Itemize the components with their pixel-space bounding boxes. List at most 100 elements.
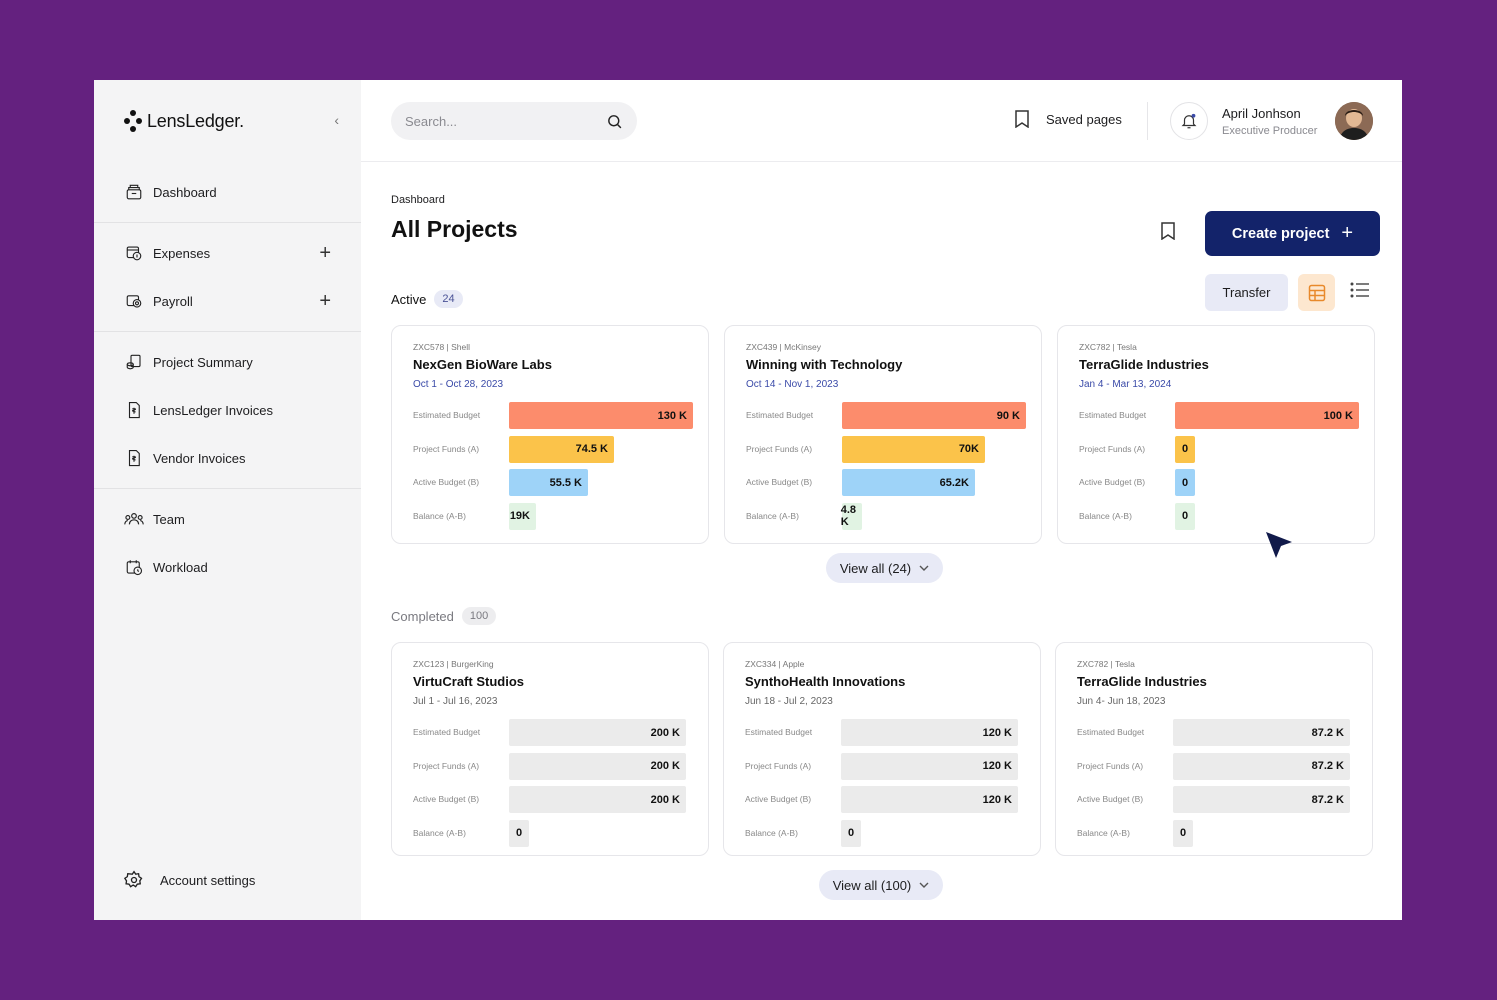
budget-value: 130 K — [657, 409, 687, 422]
breadcrumb[interactable]: Dashboard — [391, 194, 445, 206]
transfer-button[interactable]: Transfer — [1205, 274, 1288, 311]
collapse-sidebar-button[interactable]: ‹ — [334, 112, 339, 128]
list-view-button[interactable] — [1350, 282, 1370, 303]
budget-value: 90 K — [996, 409, 1020, 422]
team-icon — [124, 509, 144, 529]
project-card[interactable]: ZXC782 | Tesla TerraGlide Industries Jan 4… — [1057, 325, 1375, 544]
completed-section-header: Completed 100 — [391, 607, 497, 625]
notifications-button[interactable] — [1170, 102, 1208, 140]
project-card[interactable]: ZXC578 | Shell NexGen BioWare Labs Oct 1 -… — [391, 325, 709, 544]
nav-group: Expenses + Payroll + — [94, 223, 361, 332]
grid-view-button[interactable] — [1298, 274, 1335, 311]
budget-value: 4.8 K — [840, 504, 856, 529]
budget-bar: 65.2K — [842, 469, 975, 497]
budget-row: Project Funds (A) 74.5 K — [413, 435, 693, 463]
completed-count-badge: 100 — [461, 607, 497, 625]
sidebar-item-team[interactable]: Team — [94, 495, 361, 543]
project-card[interactable]: ZXC123 | BurgerKing VirtuCraft Studios Jul… — [391, 642, 709, 856]
view-all-active-button[interactable]: View all (24) — [826, 553, 943, 583]
project-name: TerraGlide Industries — [1079, 357, 1209, 372]
view-all-active-label: View all (24) — [839, 560, 912, 576]
bell-icon — [1181, 113, 1197, 129]
budget-row-label: Active Budget (B) — [413, 794, 480, 805]
budget-row-label: Active Budget (B) — [746, 477, 813, 488]
sidebar-item-expenses[interactable]: Expenses + — [94, 229, 361, 277]
search-input[interactable] — [405, 113, 606, 129]
budget-row-label: Active Budget (B) — [1079, 477, 1146, 488]
user-name: April Jonhson — [1222, 106, 1301, 121]
budget-bar: 130 K — [509, 402, 693, 429]
budget-bar: 100 K — [1175, 402, 1359, 429]
active-section-title: Active — [391, 291, 427, 307]
project-dates: Jun 18 - Jul 2, 2023 — [745, 696, 833, 707]
budget-bar: 120 K — [841, 719, 1018, 746]
budget-row: Estimated Budget 87.2 K — [1077, 719, 1357, 746]
budget-row-label: Project Funds (A) — [746, 443, 813, 454]
project-meta: ZXC578 | Shell — [413, 342, 471, 352]
project-name: VirtuCraft Studios — [413, 674, 524, 689]
user-info[interactable]: April Jonhson Executive Producer — [1222, 106, 1317, 137]
budget-row-label: Estimated Budget — [413, 727, 481, 737]
project-card[interactable]: ZXC782 | Tesla TerraGlide Industries Jun 4… — [1055, 642, 1373, 856]
budget-value: 87.2 K — [1311, 793, 1344, 806]
budget-row: Balance (A-B) 0 — [413, 819, 693, 847]
budget-row: Active Budget (B) 200 K — [413, 786, 693, 814]
sidebar-item-workload[interactable]: Workload — [94, 543, 361, 591]
search-icon[interactable] — [606, 113, 623, 130]
nav-group: Project Summary LensLedger Invoices Vendor… — [94, 332, 361, 489]
budget-value: 0 — [847, 827, 855, 840]
budget-bar: 120 K — [841, 786, 1018, 814]
budget-bar: 55.5 K — [509, 469, 588, 497]
budget-bar: 0 — [1175, 435, 1195, 463]
budget-row-label: Balance (A-B) — [1079, 510, 1132, 521]
budget-value: 120 K — [982, 760, 1012, 773]
sidebar-item-dashboard[interactable]: Dashboard — [94, 168, 361, 216]
bookmark-icon — [1015, 110, 1029, 128]
sidebar-item-payroll[interactable]: Payroll + — [94, 277, 361, 325]
account-settings-link[interactable]: Account settings — [124, 870, 255, 890]
add-expenses-button[interactable]: + — [319, 241, 331, 264]
sidebar-item-label: Dashboard — [153, 184, 217, 200]
add-payroll-button[interactable]: + — [319, 289, 331, 312]
invoice-icon — [124, 448, 144, 468]
view-all-completed-label: View all (100) — [832, 877, 912, 893]
budget-value: 120 K — [982, 793, 1012, 806]
sidebar-item-lensledger-invoices[interactable]: LensLedger Invoices — [94, 386, 361, 434]
budget-row-label: Project Funds (A) — [745, 760, 812, 771]
bookmark-page-button[interactable] — [1160, 222, 1176, 245]
budget-row-label: Active Budget (B) — [1077, 794, 1144, 805]
budget-row: Project Funds (A) 0 — [1079, 435, 1359, 463]
budget-bar: 87.2 K — [1173, 719, 1350, 746]
budget-row-label: Balance (A-B) — [1077, 827, 1130, 838]
sidebar-item-project-summary[interactable]: Project Summary — [94, 338, 361, 386]
chevron-down-icon — [919, 882, 929, 888]
sidebar-item-label: Project Summary — [153, 354, 253, 370]
budget-row: Active Budget (B) 0 — [1079, 469, 1359, 497]
budget-row: Estimated Budget 90 K — [746, 402, 1026, 429]
saved-pages-link[interactable]: Saved pages — [1014, 110, 1122, 128]
project-card[interactable]: ZXC439 | McKinsey Winning with Technology… — [724, 325, 1042, 544]
budget-bar: 0 — [509, 819, 529, 847]
project-name: TerraGlide Industries — [1077, 674, 1207, 689]
budget-bar: 70K — [842, 435, 985, 463]
sidebar-item-label: Team — [153, 511, 185, 527]
coins-icon — [124, 243, 144, 263]
create-project-button[interactable]: Create project + — [1205, 211, 1380, 256]
view-all-completed-button[interactable]: View all (100) — [819, 870, 943, 900]
budget-row: Active Budget (B) 87.2 K — [1077, 786, 1357, 814]
budget-bar: 200 K — [509, 719, 686, 746]
table-icon — [1308, 284, 1325, 301]
avatar[interactable] — [1335, 102, 1373, 140]
summary-icon — [124, 352, 144, 372]
invoice-icon — [124, 400, 144, 420]
budget-row-label: Estimated Budget — [745, 727, 813, 737]
gear-icon — [124, 870, 143, 888]
sidebar-item-vendor-invoices[interactable]: Vendor Invoices — [94, 434, 361, 482]
budget-row: Project Funds (A) 87.2 K — [1077, 752, 1357, 780]
archive-icon — [124, 182, 144, 202]
budget-row-label: Estimated Budget — [413, 410, 481, 420]
budget-row-label: Estimated Budget — [1077, 727, 1145, 737]
budget-row: Balance (A-B) 0 — [1079, 502, 1359, 530]
project-card[interactable]: ZXC334 | Apple SynthoHealth Innovations Ju… — [723, 642, 1041, 856]
budget-row-label: Project Funds (A) — [1077, 760, 1144, 771]
